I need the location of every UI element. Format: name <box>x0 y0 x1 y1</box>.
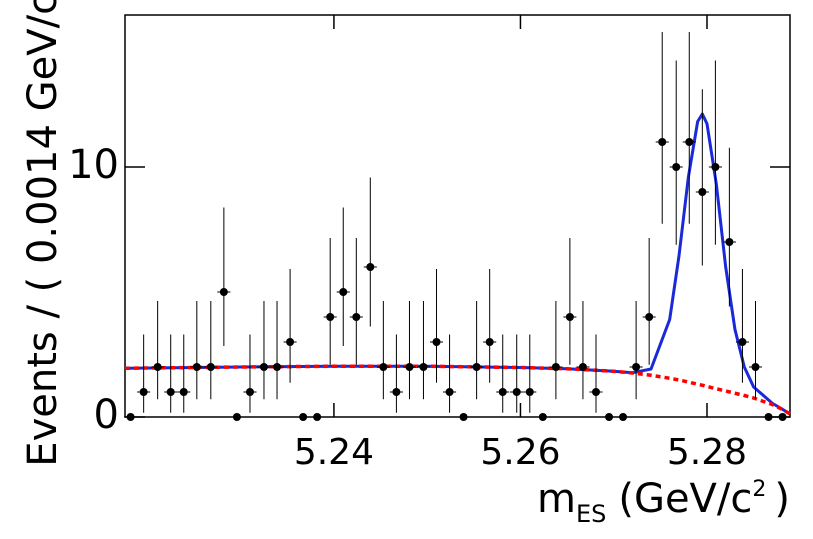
x-label-close: ) <box>774 476 790 522</box>
data-point <box>658 138 667 146</box>
fit-curve <box>124 112 791 416</box>
data-point <box>445 388 454 396</box>
data-point <box>538 413 547 421</box>
data-point <box>273 363 282 371</box>
data-point <box>711 163 720 171</box>
data-point <box>498 388 507 396</box>
x-tick-label: 5.28 <box>667 432 747 473</box>
data-point <box>286 338 295 346</box>
background-curve <box>124 364 791 416</box>
x-label-sub: ES <box>576 500 606 528</box>
y-axis-label: Events / ( 0.0014 GeV/c2) <box>16 0 66 467</box>
x-label-unit: (GeV/c <box>618 476 752 522</box>
data-point <box>551 363 560 371</box>
data-point <box>313 413 322 421</box>
data-point <box>339 288 348 296</box>
data-point <box>592 388 601 396</box>
data-point <box>565 313 574 321</box>
data-point <box>619 413 628 421</box>
data-point <box>232 413 241 421</box>
data-point <box>432 338 441 346</box>
data-point <box>751 363 760 371</box>
data-point <box>472 363 481 371</box>
data-point <box>605 413 614 421</box>
data-point <box>192 363 201 371</box>
plot-frame <box>124 14 791 418</box>
data-point <box>405 363 414 371</box>
data-point <box>525 388 534 396</box>
data-point <box>366 263 375 271</box>
data-point <box>219 288 228 296</box>
data-point <box>126 413 135 421</box>
data-point <box>764 413 773 421</box>
data-point <box>179 388 188 396</box>
data-point <box>645 313 654 321</box>
data-point <box>512 388 521 396</box>
data-point <box>685 138 694 146</box>
data-point <box>245 388 254 396</box>
y-label-text: Events / ( 0.0014 GeV/c <box>20 0 66 467</box>
data-point <box>725 238 734 246</box>
y-tick-label: 10 <box>68 142 119 188</box>
x-tick-label: 5.26 <box>480 432 560 473</box>
data-point <box>259 363 268 371</box>
data-point <box>299 413 308 421</box>
data-point <box>778 413 787 421</box>
data-point <box>352 313 361 321</box>
x-tick-label: 5.24 <box>294 432 374 473</box>
y-tick-label: 0 <box>94 392 119 438</box>
data-point <box>578 363 587 371</box>
data-point <box>485 338 494 346</box>
data-point <box>206 363 215 371</box>
data-point <box>459 413 468 421</box>
data-point <box>672 163 681 171</box>
data-point <box>326 313 335 321</box>
x-label-text: m <box>537 476 576 522</box>
data-point <box>738 338 747 346</box>
data-point <box>153 363 162 371</box>
x-label-sup: 2 <box>752 477 766 502</box>
x-axis-label: mES (GeV/c2) <box>537 476 790 528</box>
data-point <box>392 388 401 396</box>
data-point <box>632 363 641 371</box>
data-point <box>698 188 707 196</box>
data-point <box>419 363 428 371</box>
data-point <box>139 388 148 396</box>
data-point <box>166 388 175 396</box>
data-point <box>379 363 388 371</box>
